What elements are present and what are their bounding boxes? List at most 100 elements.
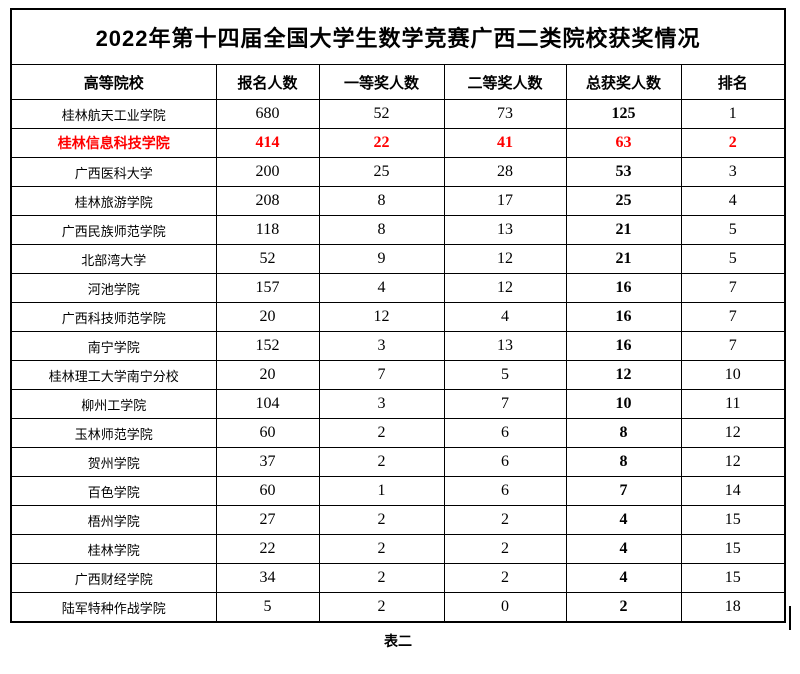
table-row: 桂林旅游学院 208 8 17 25 4 xyxy=(10,186,786,216)
rank-cell: 15 xyxy=(680,505,786,535)
applicants-cell: 37 xyxy=(215,447,320,477)
table-row: 北部湾大学 52 9 12 21 5 xyxy=(10,244,786,274)
second-prize-cell: 17 xyxy=(443,186,567,216)
school-cell: 桂林学院 xyxy=(10,534,217,564)
first-prize-cell: 2 xyxy=(318,592,445,623)
table-row: 柳州工学院 104 3 7 10 11 xyxy=(10,389,786,419)
applicants-cell: 157 xyxy=(215,273,320,303)
applicants-cell: 60 xyxy=(215,476,320,506)
applicants-cell: 5 xyxy=(215,592,320,623)
total-awards-cell: 4 xyxy=(565,534,682,564)
second-prize-cell: 12 xyxy=(443,273,567,303)
first-prize-cell: 25 xyxy=(318,157,445,187)
second-prize-cell: 6 xyxy=(443,476,567,506)
school-cell: 桂林理工大学南宁分校 xyxy=(10,360,217,390)
school-cell: 河池学院 xyxy=(10,273,217,303)
second-prize-cell: 5 xyxy=(443,360,567,390)
school-cell: 百色学院 xyxy=(10,476,217,506)
total-awards-cell: 16 xyxy=(565,331,682,361)
applicants-cell: 22 xyxy=(215,534,320,564)
table-row: 桂林学院 22 2 2 4 15 xyxy=(10,534,786,564)
text-cursor xyxy=(789,606,791,630)
rank-cell: 12 xyxy=(680,447,786,477)
total-awards-cell: 8 xyxy=(565,447,682,477)
col-header-school: 高等院校 xyxy=(10,64,217,100)
second-prize-cell: 12 xyxy=(443,244,567,274)
total-awards-cell: 125 xyxy=(565,99,682,129)
total-awards-cell: 16 xyxy=(565,273,682,303)
first-prize-cell: 2 xyxy=(318,447,445,477)
table-row: 桂林理工大学南宁分校 20 7 5 12 10 xyxy=(10,360,786,390)
second-prize-cell: 0 xyxy=(443,592,567,623)
school-cell: 桂林航天工业学院 xyxy=(10,99,217,129)
rank-cell: 4 xyxy=(680,186,786,216)
first-prize-cell: 3 xyxy=(318,331,445,361)
second-prize-cell: 2 xyxy=(443,505,567,535)
total-awards-cell: 16 xyxy=(565,302,682,332)
first-prize-cell: 2 xyxy=(318,418,445,448)
total-awards-cell: 10 xyxy=(565,389,682,419)
rank-cell: 7 xyxy=(680,273,786,303)
first-prize-cell: 4 xyxy=(318,273,445,303)
total-awards-cell: 2 xyxy=(565,592,682,623)
table-row: 桂林航天工业学院 680 52 73 125 1 xyxy=(10,99,786,129)
school-cell: 桂林信息科技学院 xyxy=(10,128,217,158)
applicants-cell: 104 xyxy=(215,389,320,419)
school-cell: 柳州工学院 xyxy=(10,389,217,419)
applicants-cell: 208 xyxy=(215,186,320,216)
applicants-cell: 27 xyxy=(215,505,320,535)
table-row: 百色学院 60 1 6 7 14 xyxy=(10,476,786,506)
school-cell: 陆军特种作战学院 xyxy=(10,592,217,623)
applicants-cell: 118 xyxy=(215,215,320,245)
rank-cell: 10 xyxy=(680,360,786,390)
first-prize-cell: 8 xyxy=(318,215,445,245)
col-header-total-awards: 总获奖人数 xyxy=(565,64,682,100)
table-row: 广西科技师范学院 20 12 4 16 7 xyxy=(10,302,786,332)
rank-cell: 2 xyxy=(680,128,786,158)
total-awards-cell: 53 xyxy=(565,157,682,187)
rank-cell: 1 xyxy=(680,99,786,129)
rank-cell: 3 xyxy=(680,157,786,187)
col-header-second-prize: 二等奖人数 xyxy=(443,64,567,100)
second-prize-cell: 6 xyxy=(443,447,567,477)
school-cell: 广西医科大学 xyxy=(10,157,217,187)
table-row: 广西财经学院 34 2 2 4 15 xyxy=(10,563,786,593)
table-row: 广西医科大学 200 25 28 53 3 xyxy=(10,157,786,187)
col-header-rank: 排名 xyxy=(680,64,786,100)
first-prize-cell: 9 xyxy=(318,244,445,274)
total-awards-cell: 4 xyxy=(565,563,682,593)
applicants-cell: 200 xyxy=(215,157,320,187)
school-cell: 广西民族师范学院 xyxy=(10,215,217,245)
second-prize-cell: 2 xyxy=(443,534,567,564)
school-cell: 南宁学院 xyxy=(10,331,217,361)
total-awards-cell: 21 xyxy=(565,244,682,274)
school-cell: 桂林旅游学院 xyxy=(10,186,217,216)
total-awards-cell: 4 xyxy=(565,505,682,535)
second-prize-cell: 13 xyxy=(443,215,567,245)
school-cell: 贺州学院 xyxy=(10,447,217,477)
first-prize-cell: 12 xyxy=(318,302,445,332)
col-header-applicants: 报名人数 xyxy=(215,64,320,100)
second-prize-cell: 13 xyxy=(443,331,567,361)
rank-cell: 7 xyxy=(680,331,786,361)
table-row: 陆军特种作战学院 5 2 0 2 18 xyxy=(10,592,786,623)
table-caption: 表二 xyxy=(384,633,412,649)
school-cell: 广西财经学院 xyxy=(10,563,217,593)
second-prize-cell: 41 xyxy=(443,128,567,158)
second-prize-cell: 7 xyxy=(443,389,567,419)
award-table: 2022年第十四届全国大学生数学竞赛广西二类院校获奖情况 高等院校 报名人数 一… xyxy=(10,8,787,623)
col-header-first-prize: 一等奖人数 xyxy=(318,64,445,100)
first-prize-cell: 3 xyxy=(318,389,445,419)
school-cell: 北部湾大学 xyxy=(10,244,217,274)
rank-cell: 15 xyxy=(680,534,786,564)
rank-cell: 15 xyxy=(680,563,786,593)
table-row: 广西民族师范学院 118 8 13 21 5 xyxy=(10,215,786,245)
school-cell: 广西科技师范学院 xyxy=(10,302,217,332)
applicants-cell: 60 xyxy=(215,418,320,448)
school-cell: 玉林师范学院 xyxy=(10,418,217,448)
second-prize-cell: 2 xyxy=(443,563,567,593)
total-awards-cell: 21 xyxy=(565,215,682,245)
applicants-cell: 20 xyxy=(215,302,320,332)
first-prize-cell: 2 xyxy=(318,534,445,564)
